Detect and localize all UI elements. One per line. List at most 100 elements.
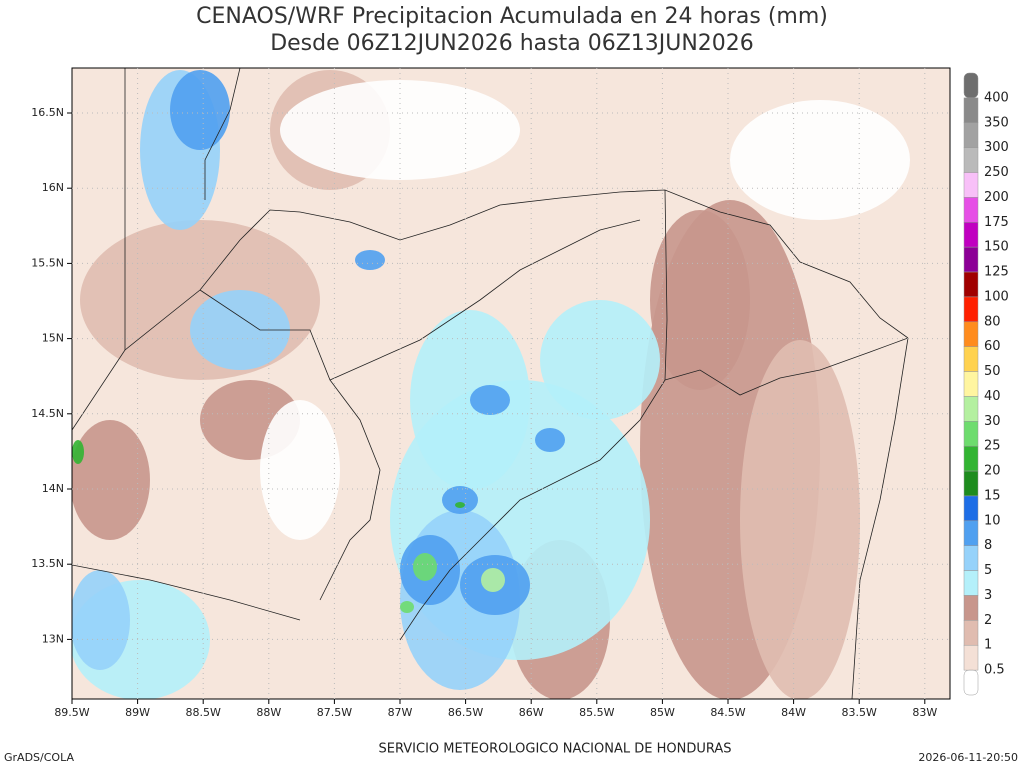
colorbar-swatch xyxy=(963,644,979,671)
lon-tick-label: 88W xyxy=(256,706,281,719)
title: CENAOS/WRF Precipitacion Acumulada en 24… xyxy=(196,4,828,29)
colorbar-swatch xyxy=(963,246,979,273)
colorbar-swatch xyxy=(963,97,979,124)
colorbar-swatch xyxy=(963,470,979,497)
colorbar-label: 3 xyxy=(984,588,992,603)
subtitle: Desde 06Z12JUN2026 hasta 06Z13JUN2026 xyxy=(270,31,754,56)
precip-patch xyxy=(442,486,478,514)
colorbar-label: 10 xyxy=(984,513,1001,528)
colorbar-label: 200 xyxy=(984,190,1009,205)
colorbar-swatch xyxy=(963,172,979,198)
colorbar-swatch xyxy=(963,296,979,323)
lat-tick-label: 15N xyxy=(42,332,64,345)
colorbar-label: 20 xyxy=(984,464,1001,479)
precip-patch xyxy=(535,428,565,452)
colorbar-swatch xyxy=(963,371,979,397)
footer-center: SERVICIO METEOROLOGICO NACIONAL DE HONDU… xyxy=(378,742,731,757)
colorbar-swatch xyxy=(963,321,979,347)
precip-patch xyxy=(72,440,84,464)
colorbar-swatch xyxy=(963,122,979,148)
colorbar-label: 80 xyxy=(984,314,1001,329)
precip-patch xyxy=(355,250,385,270)
footer-left: GrADS/COLA xyxy=(4,751,74,764)
precip-patch xyxy=(740,340,860,699)
colorbar-swatch xyxy=(963,222,979,248)
precip-patch xyxy=(455,502,465,508)
colorbar-swatch xyxy=(963,72,979,99)
plot-frame xyxy=(71,67,951,700)
footer-right: 2026-06-11-20:50 xyxy=(918,751,1018,764)
lat-tick-label: 13N xyxy=(42,632,64,645)
precip-patch xyxy=(280,80,520,180)
colorbar-label: 15 xyxy=(984,488,1001,503)
precip-patch xyxy=(730,100,910,220)
lat-tick-label: 14N xyxy=(42,482,64,495)
colorbar-swatch xyxy=(963,445,979,472)
precip-patch xyxy=(650,210,750,390)
lon-tick-label: 83.5W xyxy=(842,706,877,719)
colorbar-label: 300 xyxy=(984,140,1009,155)
lon-tick-label: 88.5W xyxy=(186,706,221,719)
lat-tick-label: 16.5N xyxy=(31,106,64,119)
colorbar-label: 5 xyxy=(984,563,992,578)
colorbar-label: 175 xyxy=(984,215,1009,230)
lon-tick-label: 86W xyxy=(519,706,544,719)
precip-patch xyxy=(260,400,340,540)
colorbar-swatch xyxy=(963,495,979,522)
colorbar-label: 8 xyxy=(984,538,992,553)
colorbar-label: 2 xyxy=(984,613,992,628)
colorbar-swatch xyxy=(963,620,979,646)
lon-tick-label: 85W xyxy=(650,706,675,719)
precip-patch xyxy=(481,568,505,592)
lon-tick-label: 89W xyxy=(125,706,150,719)
colorbar-swatch xyxy=(963,396,979,422)
lat-tick-label: 16N xyxy=(42,181,64,194)
precip-patch xyxy=(400,601,414,613)
colorbar-swatch xyxy=(963,271,979,298)
lon-tick-label: 89.5W xyxy=(54,706,89,719)
colorbar-swatch xyxy=(963,595,979,621)
lon-tick-label: 83W xyxy=(912,706,937,719)
precip-patch xyxy=(413,553,437,581)
colorbar-swatch xyxy=(963,545,979,571)
colorbar-label: 60 xyxy=(984,339,1001,354)
colorbar-label: 25 xyxy=(984,439,1001,454)
lon-tick-label: 85.5W xyxy=(579,706,614,719)
colorbar-swatch xyxy=(963,147,979,173)
colorbar-label: 250 xyxy=(984,165,1009,180)
colorbar-swatch xyxy=(963,669,979,696)
colorbar-label: 350 xyxy=(984,115,1009,130)
colorbar-swatch xyxy=(963,346,979,372)
precip-patch xyxy=(190,290,290,370)
precip-field xyxy=(72,68,950,699)
precip-patch xyxy=(80,220,320,380)
colorbar-swatch xyxy=(963,421,979,447)
precip-patch xyxy=(540,300,660,420)
lon-tick-label: 86.5W xyxy=(448,706,483,719)
colorbar-label: 50 xyxy=(984,364,1001,379)
colorbar-label: 400 xyxy=(984,90,1009,105)
colorbar-label: 150 xyxy=(984,240,1009,255)
lat-tick-label: 15.5N xyxy=(31,256,64,269)
lon-tick-label: 84.5W xyxy=(710,706,745,719)
lon-tick-label: 87W xyxy=(388,706,413,719)
colorbar-swatch xyxy=(963,570,979,596)
precip-patch xyxy=(72,570,130,670)
lon-tick-label: 84W xyxy=(781,706,806,719)
precip-patch xyxy=(72,420,150,540)
colorbar-swatch xyxy=(963,520,979,546)
colorbar-label: 125 xyxy=(984,265,1009,280)
colorbar-label: 100 xyxy=(984,289,1009,304)
colorbar-label: 1 xyxy=(984,638,992,653)
lat-tick-label: 13.5N xyxy=(31,557,64,570)
colorbar-label: 40 xyxy=(984,389,1001,404)
colorbar-swatch xyxy=(963,197,979,223)
colorbar-label: 30 xyxy=(984,414,1001,429)
colorbar-label: 0.5 xyxy=(984,663,1005,678)
borders xyxy=(72,68,909,699)
lon-tick-label: 87.5W xyxy=(317,706,352,719)
precip-patch xyxy=(470,385,510,415)
precip-patch xyxy=(170,70,230,150)
lat-tick-label: 14.5N xyxy=(31,407,64,420)
